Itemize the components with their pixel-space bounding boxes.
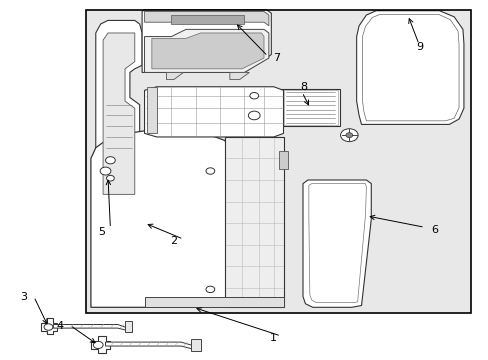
Circle shape [345,133,352,138]
Circle shape [106,175,114,181]
Polygon shape [144,87,283,137]
Text: 7: 7 [272,53,279,63]
Circle shape [248,111,260,120]
Polygon shape [144,12,268,26]
Text: 8: 8 [300,82,307,93]
Polygon shape [229,72,249,80]
Polygon shape [190,338,200,351]
Bar [86,10,470,313]
Polygon shape [105,342,200,351]
Text: 6: 6 [430,225,437,235]
Polygon shape [147,87,157,134]
Polygon shape [91,130,227,307]
Polygon shape [152,33,264,69]
Polygon shape [142,10,271,72]
Circle shape [249,93,258,99]
Polygon shape [356,11,463,125]
Text: 1: 1 [270,333,277,343]
Polygon shape [166,72,183,80]
Polygon shape [41,318,57,334]
Polygon shape [91,336,110,353]
Polygon shape [125,320,132,332]
Polygon shape [278,151,288,169]
Circle shape [105,157,115,164]
Polygon shape [144,30,268,72]
Text: 5: 5 [99,227,105,237]
Circle shape [340,129,357,141]
Polygon shape [303,180,370,307]
Polygon shape [96,21,142,205]
Circle shape [205,286,214,293]
Polygon shape [281,89,339,126]
Circle shape [100,167,111,175]
Polygon shape [144,297,283,307]
Polygon shape [103,33,135,194]
Circle shape [205,168,214,174]
Text: 4: 4 [57,321,63,331]
Text: 9: 9 [416,42,423,51]
Polygon shape [224,137,283,307]
Polygon shape [171,15,244,24]
Circle shape [44,324,53,330]
Circle shape [93,341,103,348]
Bar [86,10,470,313]
Polygon shape [53,324,132,332]
Text: 3: 3 [20,292,27,302]
Text: 2: 2 [170,236,177,246]
